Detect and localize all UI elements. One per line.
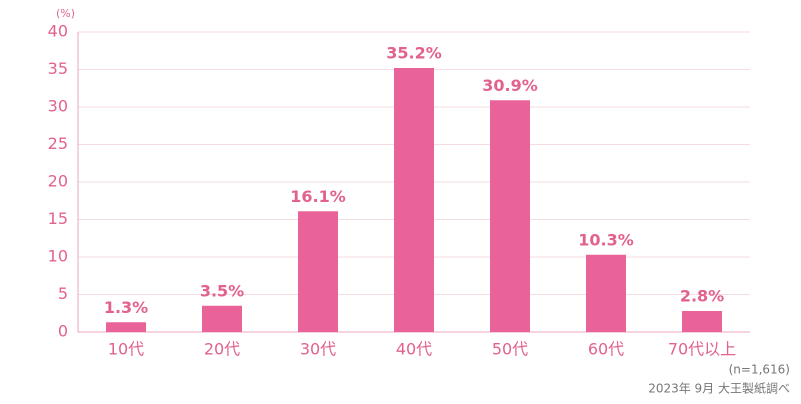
bar [682, 311, 722, 332]
y-tick-label: 20 [48, 172, 68, 191]
y-tick-label: 5 [58, 284, 68, 303]
value-label: 2.8% [680, 287, 724, 306]
y-tick-label: 25 [48, 134, 68, 153]
bar [586, 254, 626, 332]
bar [490, 100, 530, 332]
y-tick-label: 15 [48, 209, 68, 228]
y-tick-label: 35 [48, 59, 68, 78]
value-label: 1.3% [104, 298, 148, 317]
y-unit: (%) [56, 7, 75, 20]
x-tick-label: 20代 [204, 340, 240, 359]
y-tick-label: 40 [48, 22, 68, 41]
value-label: 16.1% [290, 187, 346, 206]
x-tick-label: 30代 [300, 340, 336, 359]
value-label: 3.5% [200, 281, 244, 300]
x-tick-label: 50代 [492, 340, 528, 359]
sample-note: (n=1,616) [729, 363, 790, 377]
x-tick-label: 70代以上 [668, 340, 736, 359]
value-label: 10.3% [578, 230, 634, 249]
bar [394, 68, 434, 332]
x-tick-label: 40代 [396, 340, 432, 359]
bar [202, 305, 242, 332]
y-tick-label: 10 [48, 247, 68, 266]
y-tick-label: 0 [58, 322, 68, 341]
bar [298, 211, 338, 332]
y-tick-label: 30 [48, 97, 68, 116]
bar [106, 322, 146, 332]
x-tick-label: 60代 [588, 340, 624, 359]
value-label: 35.2% [386, 44, 442, 63]
source-note: 2023年 9月 大王製紙調べ [648, 381, 790, 396]
x-tick-label: 10代 [108, 340, 144, 359]
value-label: 30.9% [482, 76, 538, 95]
